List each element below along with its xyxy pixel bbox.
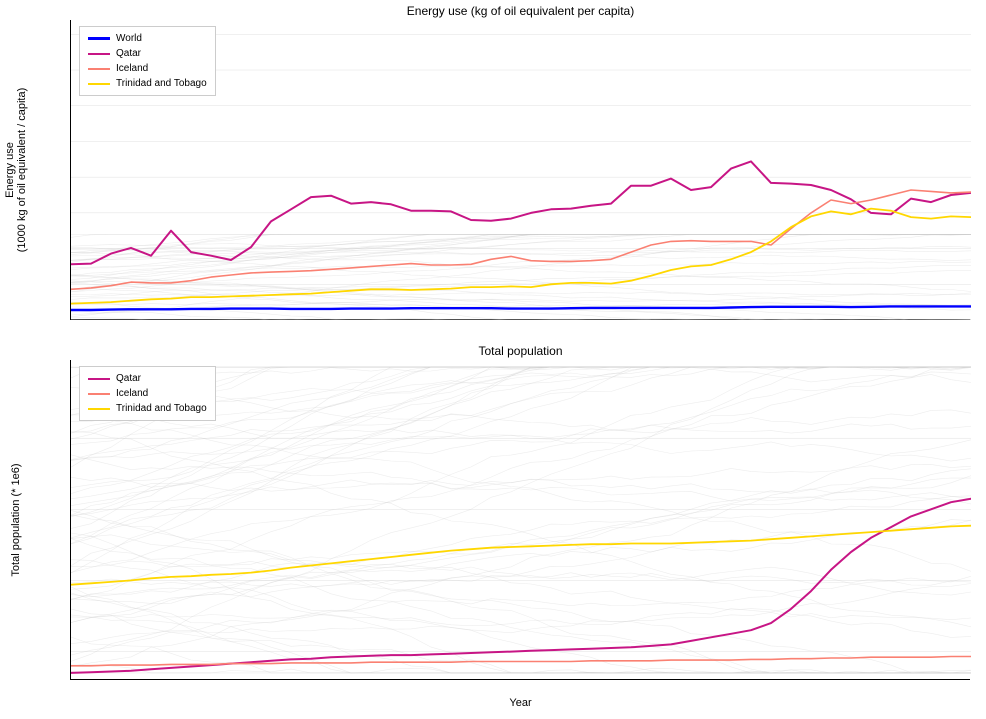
legend-item: Qatar <box>88 371 207 386</box>
legend-item: Iceland <box>88 386 207 401</box>
legend-item: Qatar <box>88 46 207 61</box>
legend-label: World <box>116 31 142 46</box>
bottom-chart-legend: QatarIcelandTrinidad and Tobago <box>79 366 216 421</box>
legend-item: World <box>88 31 207 46</box>
top-chart-legend: WorldQatarIcelandTrinidad and Tobago <box>79 26 216 96</box>
legend-item: Iceland <box>88 61 207 76</box>
top-chart-ylabel: Energy use (1000 kg of oil equivalent / … <box>4 70 28 270</box>
legend-label: Trinidad and Tobago <box>116 76 207 91</box>
legend-swatch <box>88 378 110 380</box>
legend-item: Trinidad and Tobago <box>88 76 207 91</box>
bottom-chart-ylabel: Total population (* 1e6) <box>10 420 22 620</box>
bottom-chart-panel: Total population Total population (* 1e6… <box>70 360 970 680</box>
legend-label: Iceland <box>116 386 148 401</box>
legend-label: Iceland <box>116 61 148 76</box>
legend-item: Trinidad and Tobago <box>88 401 207 416</box>
legend-swatch <box>88 37 110 39</box>
legend-swatch <box>88 68 110 70</box>
x-axis-label: Year <box>71 697 970 709</box>
legend-swatch <box>88 83 110 85</box>
legend-swatch <box>88 53 110 55</box>
legend-swatch <box>88 393 110 395</box>
legend-swatch <box>88 408 110 410</box>
top-chart-title: Energy use (kg of oil equivalent per cap… <box>71 4 970 18</box>
legend-label: Qatar <box>116 371 141 386</box>
legend-label: Qatar <box>116 46 141 61</box>
top-chart-panel: Energy use (kg of oil equivalent per cap… <box>70 20 970 320</box>
legend-label: Trinidad and Tobago <box>116 401 207 416</box>
bottom-chart-title: Total population <box>71 344 970 358</box>
figure: Energy use (kg of oil equivalent per cap… <box>0 0 986 719</box>
